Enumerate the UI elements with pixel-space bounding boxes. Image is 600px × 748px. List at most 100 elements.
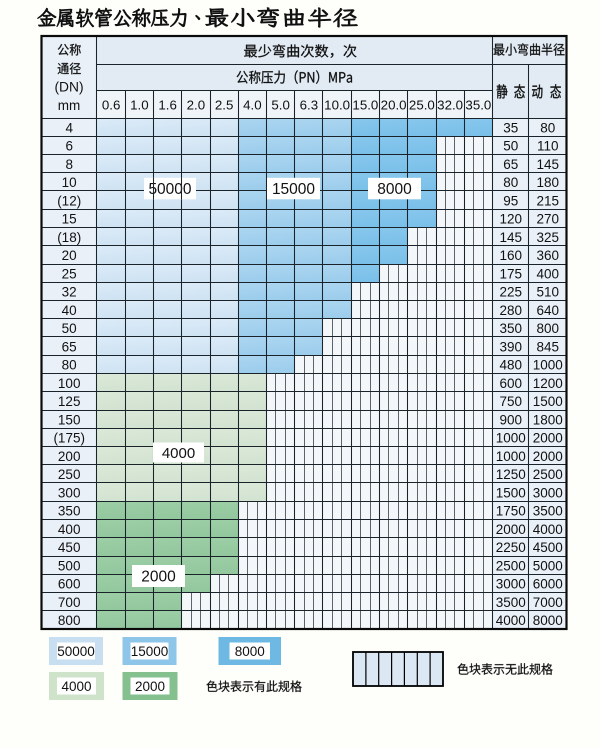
svg-text:(12): (12)	[57, 193, 81, 208]
svg-text:280: 280	[500, 303, 523, 318]
svg-text:35.0: 35.0	[465, 97, 491, 112]
svg-text:6000: 6000	[533, 577, 563, 592]
svg-text:2500: 2500	[496, 558, 526, 573]
svg-text:50000: 50000	[57, 644, 95, 659]
svg-text:2000: 2000	[141, 569, 176, 586]
svg-text:8000: 8000	[533, 613, 563, 628]
svg-text:450: 450	[58, 540, 81, 555]
svg-text:800: 800	[58, 613, 81, 628]
svg-text:700: 700	[58, 595, 81, 610]
svg-text:125: 125	[58, 394, 81, 409]
svg-text:80: 80	[503, 175, 518, 190]
svg-text:175: 175	[500, 266, 523, 281]
svg-text:(18): (18)	[57, 230, 81, 245]
svg-text:640: 640	[537, 303, 560, 318]
svg-text:65: 65	[62, 339, 77, 354]
svg-text:2.5: 2.5	[215, 97, 234, 112]
svg-text:1.6: 1.6	[158, 97, 177, 112]
svg-text:270: 270	[537, 212, 560, 227]
svg-text:400: 400	[58, 522, 81, 537]
svg-text:80: 80	[540, 120, 555, 135]
svg-text:225: 225	[500, 285, 523, 300]
svg-text:1000: 1000	[496, 449, 526, 464]
svg-text:390: 390	[500, 339, 523, 354]
svg-text:2.0: 2.0	[187, 97, 206, 112]
svg-text:8000: 8000	[377, 181, 412, 198]
svg-text:10.0: 10.0	[324, 97, 350, 112]
svg-text:1200: 1200	[533, 376, 563, 391]
svg-text:145: 145	[537, 157, 560, 172]
svg-text:480: 480	[500, 358, 523, 373]
svg-text:6: 6	[65, 139, 73, 154]
svg-text:10: 10	[62, 175, 77, 190]
svg-text:25: 25	[62, 266, 77, 281]
svg-text:510: 510	[537, 285, 560, 300]
svg-text:600: 600	[500, 376, 523, 391]
svg-text:65: 65	[503, 157, 518, 172]
svg-text:50: 50	[503, 139, 518, 154]
svg-text:4000: 4000	[533, 522, 563, 537]
svg-text:3500: 3500	[496, 595, 526, 610]
svg-text:1.0: 1.0	[130, 97, 149, 112]
svg-text:15: 15	[62, 212, 77, 227]
svg-text:2000: 2000	[135, 679, 165, 694]
svg-text:2000: 2000	[533, 431, 563, 446]
svg-text:145: 145	[500, 230, 523, 245]
svg-text:20: 20	[62, 248, 77, 263]
svg-text:32.0: 32.0	[437, 97, 463, 112]
svg-text:15000: 15000	[131, 644, 169, 659]
svg-text:1800: 1800	[533, 412, 563, 427]
svg-text:8000: 8000	[235, 644, 265, 659]
svg-text:mm: mm	[58, 98, 81, 113]
svg-text:3000: 3000	[533, 485, 563, 500]
svg-text:4000: 4000	[496, 613, 526, 628]
svg-text:4: 4	[65, 120, 73, 135]
svg-text:400: 400	[537, 266, 560, 281]
svg-text:35: 35	[503, 120, 518, 135]
svg-text:750: 750	[500, 394, 523, 409]
svg-text:(175): (175)	[53, 431, 85, 446]
svg-text:2250: 2250	[496, 540, 526, 555]
svg-text:1500: 1500	[496, 485, 526, 500]
svg-text:350: 350	[500, 321, 523, 336]
svg-text:180: 180	[537, 175, 560, 190]
svg-text:4000: 4000	[162, 445, 195, 462]
svg-text:100: 100	[58, 376, 81, 391]
svg-text:25.0: 25.0	[409, 97, 435, 112]
svg-text:5.0: 5.0	[271, 97, 290, 112]
svg-text:500: 500	[58, 558, 81, 573]
svg-text:1000: 1000	[533, 358, 563, 373]
svg-text:350: 350	[58, 504, 81, 519]
svg-text:325: 325	[537, 230, 560, 245]
svg-text:7000: 7000	[533, 595, 563, 610]
svg-text:215: 215	[537, 193, 560, 208]
svg-text:120: 120	[500, 212, 523, 227]
svg-text:2500: 2500	[533, 467, 563, 482]
svg-text:110: 110	[537, 139, 559, 154]
svg-text:95: 95	[503, 193, 518, 208]
svg-text:360: 360	[537, 248, 560, 263]
svg-text:8: 8	[65, 157, 73, 172]
svg-text:6.3: 6.3	[300, 97, 319, 112]
svg-text:200: 200	[58, 449, 81, 464]
svg-text:845: 845	[537, 339, 560, 354]
svg-text:250: 250	[58, 467, 81, 482]
svg-text:160: 160	[500, 248, 523, 263]
svg-text:50000: 50000	[148, 181, 191, 198]
svg-text:300: 300	[58, 485, 81, 500]
svg-text:5000: 5000	[533, 558, 563, 573]
svg-text:150: 150	[58, 412, 81, 427]
svg-text:2000: 2000	[496, 522, 526, 537]
svg-text:4.0: 4.0	[243, 97, 262, 112]
svg-text:0.6: 0.6	[102, 97, 121, 112]
svg-text:3000: 3000	[496, 577, 526, 592]
svg-text:3500: 3500	[533, 504, 563, 519]
svg-text:32: 32	[62, 285, 77, 300]
svg-text:(DN): (DN)	[54, 80, 83, 95]
svg-text:1250: 1250	[496, 467, 526, 482]
svg-text:600: 600	[58, 577, 81, 592]
svg-text:40: 40	[62, 303, 77, 318]
svg-text:1750: 1750	[496, 504, 526, 519]
svg-text:15.0: 15.0	[352, 97, 378, 112]
svg-text:80: 80	[62, 358, 77, 373]
